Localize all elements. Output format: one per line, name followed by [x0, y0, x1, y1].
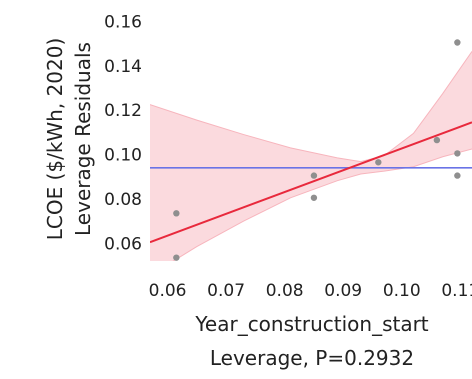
- regression-line: [150, 121, 472, 244]
- axis-ticks: 0.06 0.08 0.10 0.12 0.14 0.16 0.06 0.07 0.08 0.09…: [104, 12, 472, 301]
- x-tick-label: 0.08: [266, 281, 304, 301]
- y-tick-label: 0.16: [104, 12, 142, 32]
- y-tick-label: 0.10: [104, 146, 142, 166]
- data-point-3: [310, 172, 318, 179]
- data-point-9: [454, 172, 461, 179]
- data-point-7: [454, 39, 461, 46]
- data-point-5: [375, 159, 382, 166]
- data-point-1: [173, 210, 180, 217]
- y-axis-label-line-1: LCOE ($/kWh, 2020): [43, 38, 67, 241]
- x-axis-label: Year_construction_start: [194, 312, 428, 336]
- data-point-4: [310, 194, 318, 201]
- data-point-8: [454, 150, 461, 157]
- x-tick-label: 0.07: [207, 281, 245, 301]
- data-point-6: [433, 136, 441, 144]
- y-tick-label: 0.08: [104, 190, 142, 210]
- y-tick-label: 0.06: [104, 234, 142, 254]
- x-tick-label: 0.06: [149, 281, 187, 301]
- y-axis-label-line-2: Leverage Residuals: [71, 42, 95, 236]
- confidence-band-upper-edge: [150, 51, 472, 163]
- confidence-band: [150, 51, 472, 261]
- y-tick-label: 0.12: [104, 101, 142, 121]
- data-point-2: [173, 254, 180, 261]
- x-tick-label: 0.11: [441, 281, 472, 301]
- x-tick-label: 0.10: [383, 281, 421, 301]
- plot-area: [150, 39, 472, 261]
- confidence-band-lower-edge: [172, 148, 472, 261]
- chart-subtitle: Leverage, P=0.2932: [210, 346, 414, 370]
- x-tick-label: 0.09: [324, 281, 362, 301]
- y-tick-label: 0.14: [104, 57, 142, 77]
